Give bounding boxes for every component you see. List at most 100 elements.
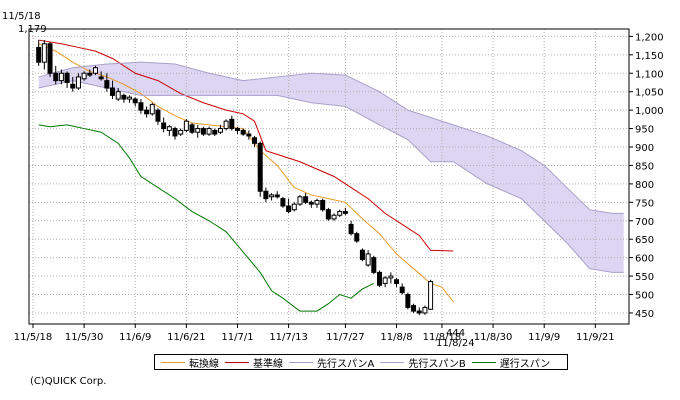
candle-body-up — [92, 67, 98, 74]
candle-body-down — [36, 46, 42, 63]
candle-body-down — [172, 128, 178, 137]
candle — [75, 73, 81, 90]
candle — [121, 93, 127, 103]
y-tick-label: 500 — [635, 291, 654, 302]
y-axis: 450 500 550 600 650 700 750 800 850 900 950 1,000 1,… — [629, 32, 664, 320]
candle — [405, 292, 411, 310]
candle-body-down — [110, 87, 116, 96]
candle-body-down — [70, 83, 76, 89]
candle — [36, 40, 42, 66]
candle — [110, 80, 116, 100]
legend-label-chikou: 遅行スパン — [499, 358, 551, 370]
candle-body-up — [382, 277, 388, 284]
candle-body-up — [81, 72, 87, 80]
series-line-senkou_a — [38, 61, 624, 214]
candle-body-down — [280, 198, 286, 207]
legend-label-senkou-a: 先行スパンA — [317, 358, 375, 370]
candle — [87, 69, 93, 77]
candle — [53, 65, 59, 85]
candle — [127, 95, 133, 103]
candle — [399, 283, 405, 295]
candle — [388, 272, 394, 284]
legend-label-kijun: 基準線 — [253, 358, 283, 370]
candle — [161, 117, 167, 133]
candle-body-up — [41, 43, 47, 63]
candle-body-down — [138, 102, 144, 111]
candle-body-down — [234, 128, 240, 131]
candle — [416, 307, 422, 316]
kumo-cloud — [38, 62, 624, 273]
candle-body-down — [246, 133, 252, 137]
candle — [178, 128, 184, 136]
candle — [81, 71, 87, 81]
candle — [246, 130, 252, 140]
candle-body-down — [411, 305, 417, 312]
candle — [41, 40, 47, 70]
candle-body-down — [121, 94, 127, 100]
candle-body-up — [178, 129, 184, 135]
candle — [320, 198, 326, 212]
candlesticks — [36, 40, 434, 316]
candle-body-up — [314, 199, 320, 205]
x-tick-label: 11/8/30 — [474, 332, 513, 343]
candle — [331, 213, 337, 221]
candle — [314, 198, 320, 208]
candle — [166, 124, 172, 136]
candle — [297, 194, 303, 206]
candle-body-up — [166, 126, 172, 131]
candle-body-down — [274, 194, 280, 198]
candle-body-up — [183, 120, 189, 131]
candle-body-up — [127, 96, 133, 100]
candle-body-down — [144, 109, 150, 115]
candle-body-down — [132, 98, 138, 104]
y-tick-label: 450 — [635, 309, 654, 320]
candle — [64, 71, 70, 88]
candle-body-down — [104, 80, 110, 89]
candle — [394, 277, 400, 288]
candle — [371, 255, 377, 275]
candle-body-up — [297, 196, 303, 205]
candle — [98, 71, 104, 81]
candle-body-down — [47, 43, 53, 74]
x-tick-label: 11/7/13 — [269, 332, 308, 343]
candle-body-down — [303, 196, 309, 203]
y-tick-label: 850 — [635, 161, 654, 172]
candle-body-down — [189, 124, 195, 133]
legend-swatch-kijun — [225, 361, 249, 363]
candle — [189, 123, 195, 135]
x-tick-label: 11/7/27 — [326, 332, 365, 343]
candle — [359, 248, 365, 262]
candle — [325, 207, 331, 221]
y-tick-label: 1,150 — [635, 51, 664, 62]
y-tick-label: 1,000 — [635, 106, 664, 117]
candle-body-down — [325, 209, 331, 220]
candle — [269, 193, 275, 201]
candle — [195, 124, 201, 138]
plot-frame — [28, 28, 630, 325]
series-line-chikou — [38, 124, 375, 312]
candle-body-up — [149, 104, 155, 115]
candle — [183, 119, 189, 133]
candle — [47, 41, 53, 77]
low-date-label: 11/8/24 — [436, 338, 475, 349]
copyright-text: (C)QUICK Corp. — [30, 376, 107, 387]
candle-body-up — [58, 72, 64, 82]
candle-body-down — [53, 72, 59, 82]
candle — [234, 126, 240, 135]
candle-body-down — [416, 310, 422, 314]
legend-label-tenkan: 転換線 — [189, 358, 219, 370]
y-tick-label: 1,200 — [635, 32, 664, 43]
candle-body-down — [155, 109, 161, 122]
y-tick-label: 550 — [635, 272, 654, 283]
y-tick-label: 1,050 — [635, 88, 664, 99]
candle-body-up — [388, 275, 394, 279]
legend-item-senkou-b: 先行スパンB — [380, 355, 466, 370]
candle-body-down — [359, 249, 365, 260]
candle — [144, 106, 150, 118]
candle — [138, 99, 144, 114]
candle — [240, 128, 246, 136]
candle — [115, 88, 121, 101]
candle-body-down — [348, 223, 354, 235]
candle-body-down — [229, 118, 235, 130]
